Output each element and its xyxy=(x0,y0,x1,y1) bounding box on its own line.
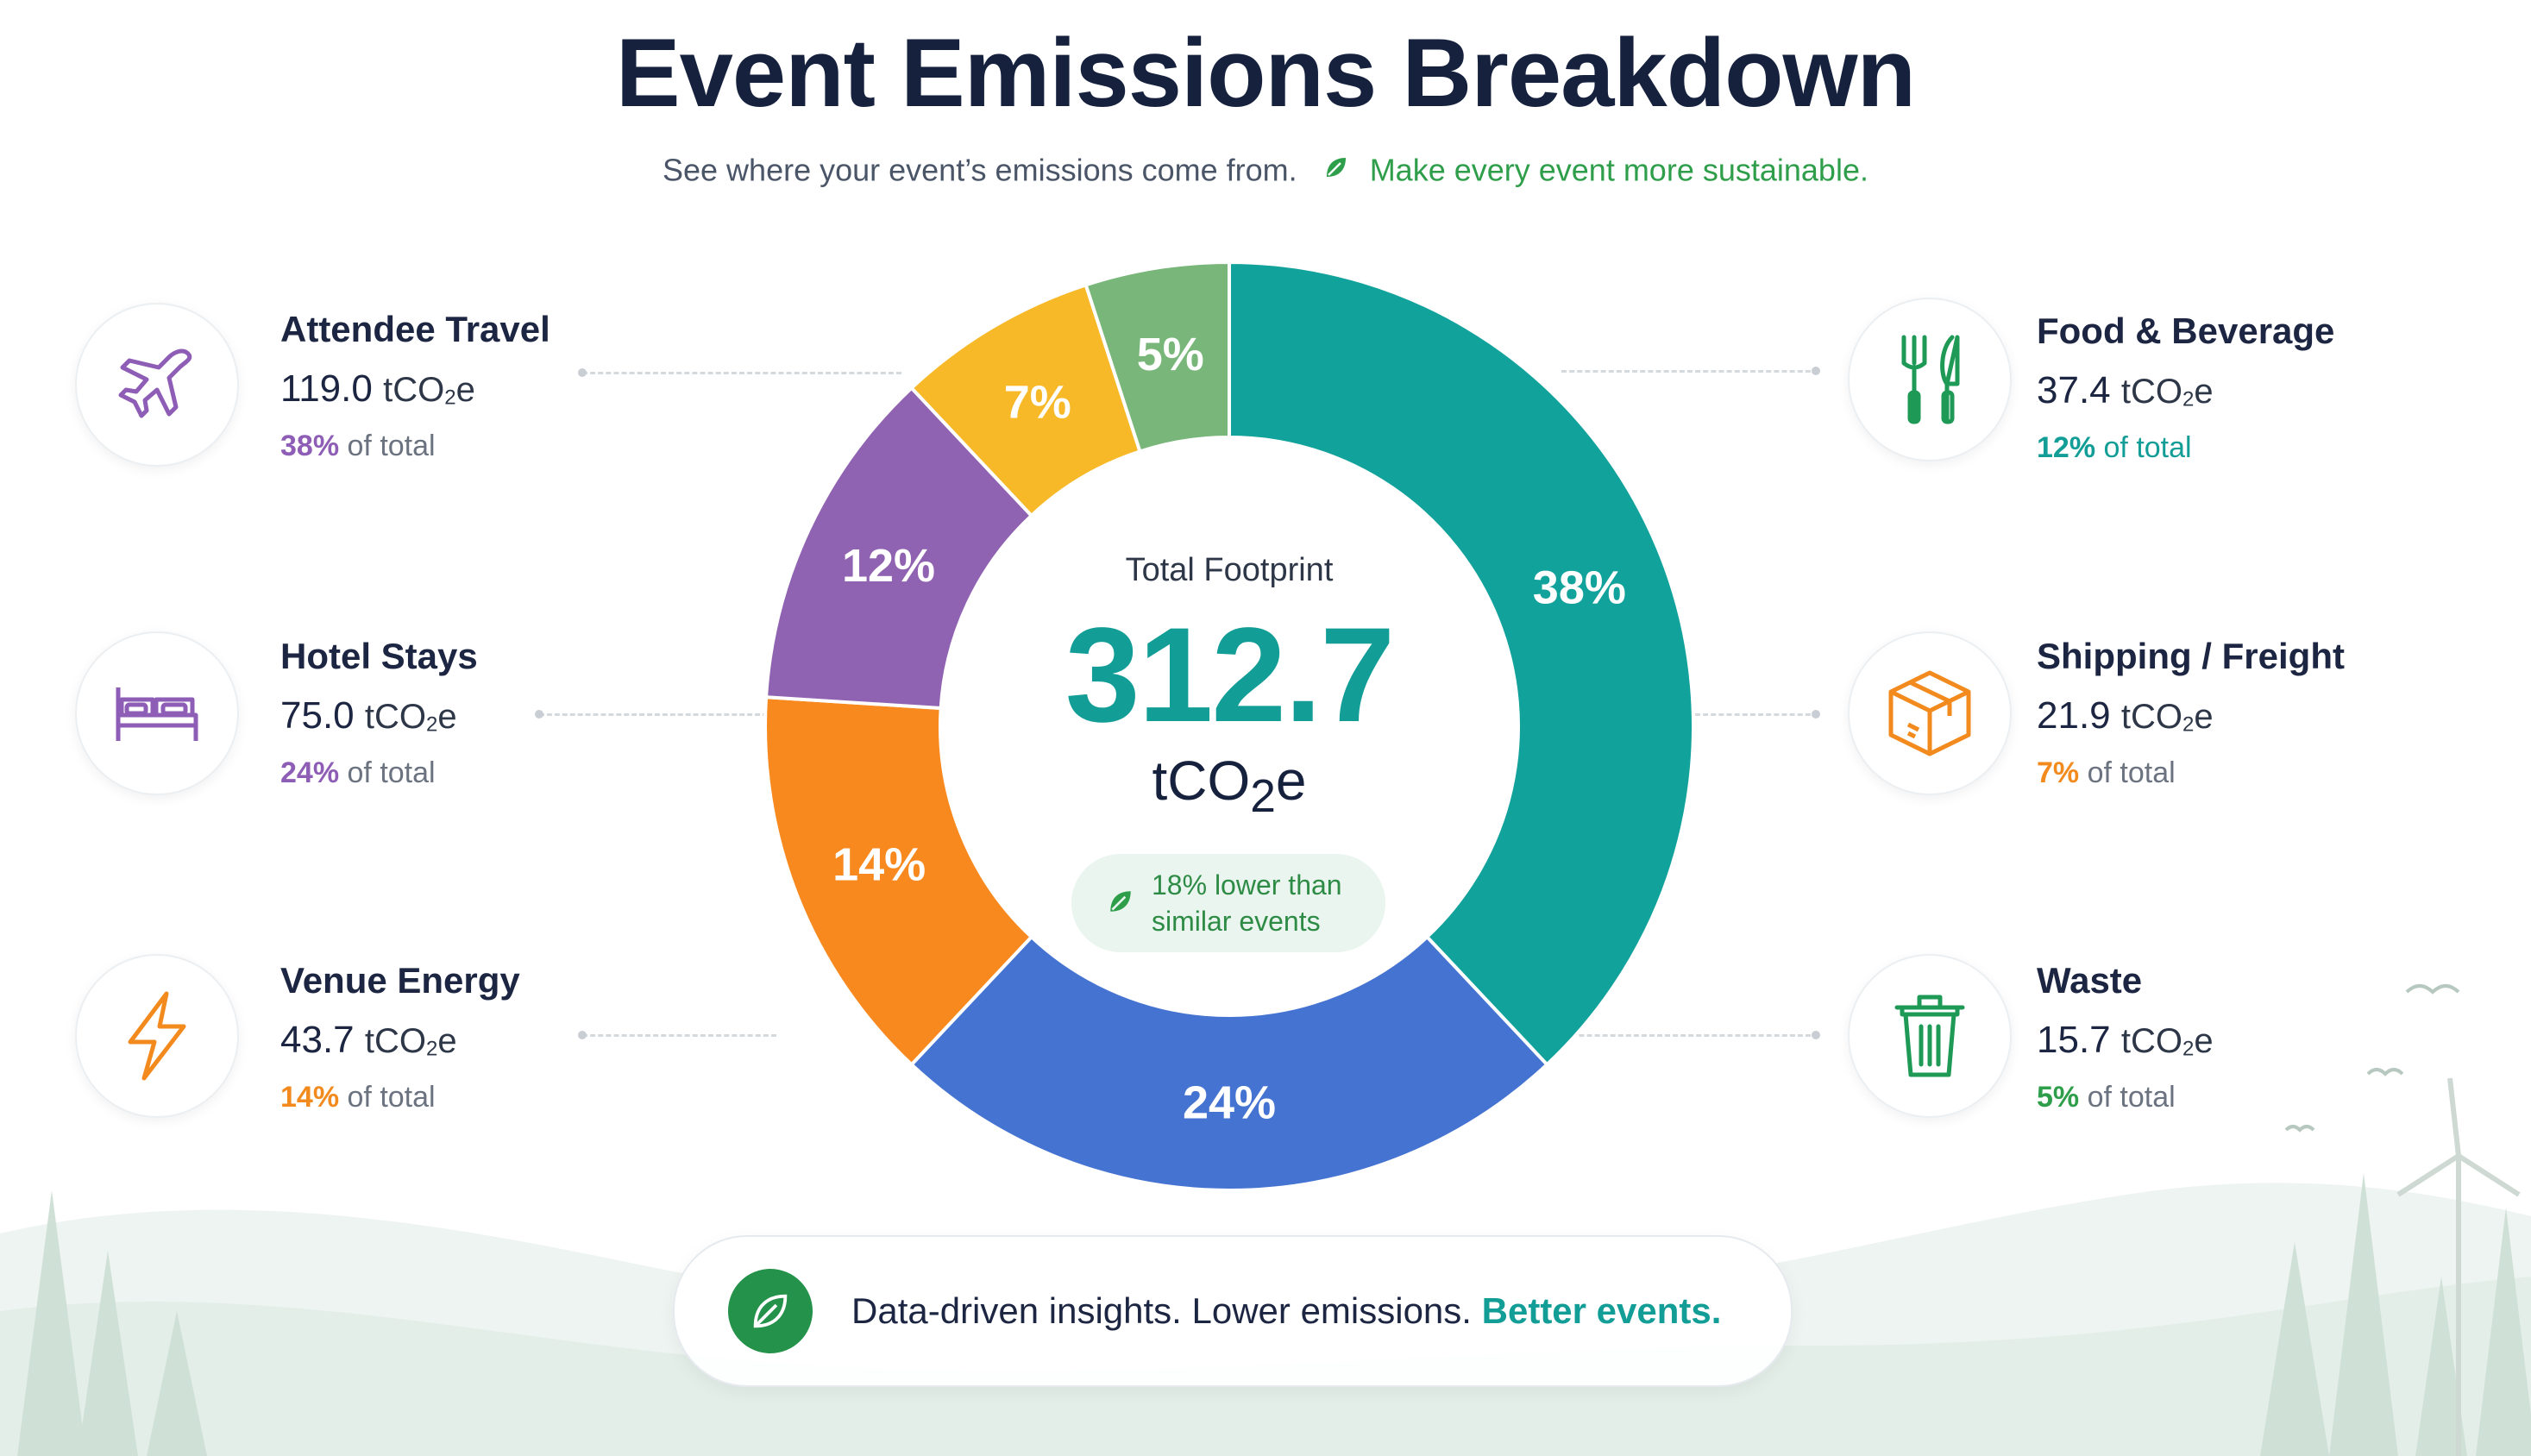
subtitle-tagline: Make every event more sustainable. xyxy=(1369,152,1868,188)
category-name: Food & Beverage xyxy=(2037,311,2335,351)
comparison-text: 18% lower than similar events xyxy=(1152,869,1342,937)
center-unit: tCO2e xyxy=(1152,750,1307,822)
connector-waste xyxy=(1501,1034,1818,1037)
comparison-badge: 18% lower than similar events xyxy=(1071,854,1385,952)
attendee-travel-icon-circle xyxy=(75,303,239,467)
donut-label-5: 5% xyxy=(1137,329,1204,380)
bed-icon xyxy=(116,687,198,741)
donut-segment-2 xyxy=(763,695,1034,1068)
food-beverage-card: Food & Beverage 37.4 tCO2e 12% of total xyxy=(2037,311,2334,465)
waste-icon-circle xyxy=(1848,954,2012,1118)
trash-icon xyxy=(1894,995,1965,1077)
connector-dot xyxy=(578,1031,587,1039)
connector-food-beverage xyxy=(1561,370,1818,373)
donut-segment-5 xyxy=(1083,260,1231,454)
donut-label-4: 7% xyxy=(1004,376,1071,428)
page-title: Event Emissions Breakdown xyxy=(615,19,1916,127)
center-label: Total Footprint xyxy=(1125,552,1334,588)
subtitle: See where your event’s emissions come fr… xyxy=(0,152,2531,193)
hotel-stays-icon-circle xyxy=(75,631,239,795)
category-name: Venue Energy xyxy=(280,960,520,1001)
donut-segment-1 xyxy=(908,934,1550,1193)
donut-label-3: 12% xyxy=(842,540,935,592)
connector-venue-energy xyxy=(582,1034,776,1037)
shipping-freight-icon-circle xyxy=(1848,631,2012,795)
donut-label-1: 24% xyxy=(1183,1077,1276,1129)
leaf-icon xyxy=(1323,152,1349,188)
category-name: Hotel Stays xyxy=(280,636,478,676)
footer-banner: Data-driven insights. Lower emissions. B… xyxy=(673,1235,1793,1387)
leaf-icon xyxy=(1107,888,1134,919)
connector-dot xyxy=(1812,710,1820,719)
category-value: 21.9 tCO2e xyxy=(2037,694,2214,737)
connector-dot xyxy=(535,710,543,719)
category-share: 5% of total xyxy=(2037,1081,2176,1114)
category-name: Waste xyxy=(2037,960,2143,1001)
category-value: 37.4 tCO2e xyxy=(2037,369,2214,411)
fork-knife-icon xyxy=(1901,335,1960,424)
category-share: 12% of total xyxy=(2037,431,2192,464)
center-total: 312.7 xyxy=(1065,600,1395,750)
category-value: 43.7 tCO2e xyxy=(280,1019,457,1061)
connector-dot xyxy=(1812,1031,1820,1039)
plane-icon xyxy=(118,348,192,418)
attendee-travel-card: Attendee Travel 119.0 tCO2e 38% of total xyxy=(280,309,550,463)
category-value: 15.7 tCO2e xyxy=(2037,1019,2214,1061)
connector-attendee-travel xyxy=(582,372,901,374)
category-value: 119.0 tCO2e xyxy=(280,367,475,410)
box-icon xyxy=(1888,670,1971,756)
venue-energy-icon-circle xyxy=(75,954,239,1118)
category-share: 7% of total xyxy=(2037,756,2176,789)
connector-hotel-stays xyxy=(539,713,768,716)
connector-shipping xyxy=(1695,713,1818,716)
donut-label-2: 14% xyxy=(832,839,926,891)
connector-dot xyxy=(1812,367,1820,375)
subtitle-text: See where your event’s emissions come fr… xyxy=(663,152,1297,188)
category-name: Attendee Travel xyxy=(280,309,550,349)
leaf-icon xyxy=(728,1269,813,1353)
footer-text: Data-driven insights. Lower emissions. B… xyxy=(851,1290,1722,1331)
category-share: 24% of total xyxy=(280,756,436,789)
donut-label-0: 38% xyxy=(1533,562,1626,613)
shipping-freight-card: Shipping / Freight 21.9 tCO2e 7% of tota… xyxy=(2037,636,2345,790)
food-beverage-icon-circle xyxy=(1848,298,2012,461)
lightning-icon xyxy=(128,991,186,1081)
venue-energy-card: Venue Energy 43.7 tCO2e 14% of total xyxy=(280,960,520,1114)
connector-dot xyxy=(578,368,587,377)
donut-segment-0 xyxy=(1228,260,1696,1068)
category-name: Shipping / Freight xyxy=(2037,636,2345,676)
waste-card: Waste 15.7 tCO2e 5% of total xyxy=(2037,960,2214,1114)
category-share: 14% of total xyxy=(280,1081,436,1114)
category-share: 38% of total xyxy=(280,430,436,462)
category-value: 75.0 tCO2e xyxy=(280,694,457,737)
hotel-stays-card: Hotel Stays 75.0 tCO2e 24% of total xyxy=(280,636,478,790)
